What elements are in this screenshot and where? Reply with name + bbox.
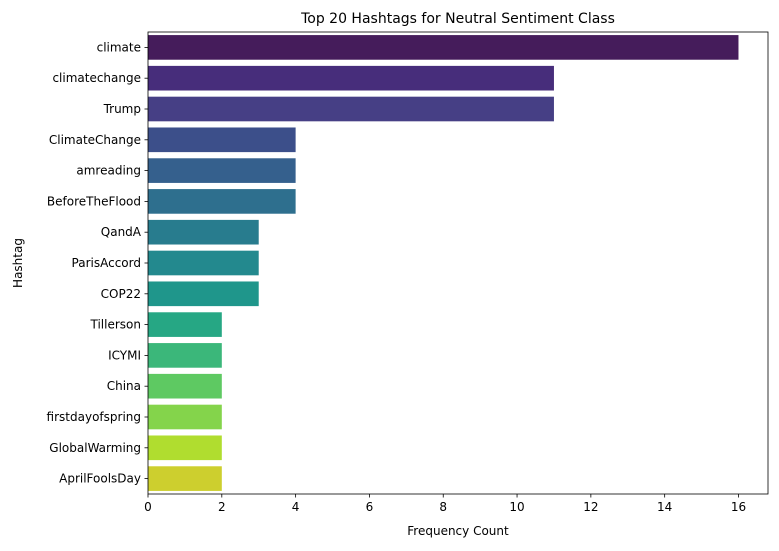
x-tick-label: 4	[292, 500, 300, 514]
y-tick-label: Trump	[103, 102, 141, 116]
x-tick-label: 10	[509, 500, 524, 514]
y-tick-label: China	[107, 379, 141, 393]
bar-Tillerson	[148, 312, 222, 337]
y-tick-label: climate	[97, 40, 141, 54]
y-tick-label: ClimateChange	[49, 133, 141, 147]
y-axis-label: Hashtag	[11, 238, 25, 288]
x-tick-label: 2	[218, 500, 226, 514]
bar-China	[148, 373, 222, 399]
bar-ClimateChange	[148, 127, 296, 153]
y-tick-label: GlobalWarming	[49, 441, 141, 455]
bar-climatechange	[148, 65, 554, 91]
x-tick-label: 8	[439, 500, 447, 514]
bar-climate	[148, 35, 739, 60]
bar-GlobalWarming	[148, 435, 222, 461]
bar-BeforeTheFlood	[148, 189, 296, 214]
x-tick-label: 12	[583, 500, 598, 514]
bar-ParisAccord	[148, 250, 259, 276]
x-tick-label: 6	[366, 500, 374, 514]
chart-title: Top 20 Hashtags for Neutral Sentiment Cl…	[300, 11, 615, 27]
x-axis-label: Frequency Count	[407, 524, 509, 538]
y-tick-label: COP22	[101, 287, 141, 301]
y-tick-label: ICYMI	[108, 348, 141, 362]
x-tick-label: 0	[144, 500, 152, 514]
bar-AprilFoolsDay	[148, 466, 222, 491]
bars-group	[148, 35, 739, 491]
bar-Trump	[148, 96, 554, 122]
bar-COP22	[148, 281, 259, 307]
y-tick-label: amreading	[76, 164, 141, 178]
plot-frame	[147, 31, 769, 495]
x-axis-ticks: 0 2 4 6 8 10 12 14 16	[144, 494, 746, 514]
y-tick-label: QandA	[101, 225, 142, 239]
y-tick-label: ParisAccord	[72, 256, 141, 270]
bar-amreading	[148, 158, 296, 183]
y-tick-label: BeforeTheFlood	[47, 194, 141, 208]
bar-QandA	[148, 219, 259, 245]
x-tick-label: 16	[731, 500, 746, 514]
y-tick-label: Tillerson	[90, 318, 141, 332]
x-tick-label: 14	[657, 500, 672, 514]
y-tick-label: firstdayofspring	[47, 410, 141, 424]
y-tick-label: AprilFoolsDay	[59, 472, 141, 486]
bar-ICYMI	[148, 343, 222, 368]
y-tick-label: climatechange	[52, 71, 141, 85]
y-axis-ticks: climate climatechange Trump ClimateChange am…	[47, 40, 148, 486]
bar-firstdayofspring	[148, 404, 222, 430]
